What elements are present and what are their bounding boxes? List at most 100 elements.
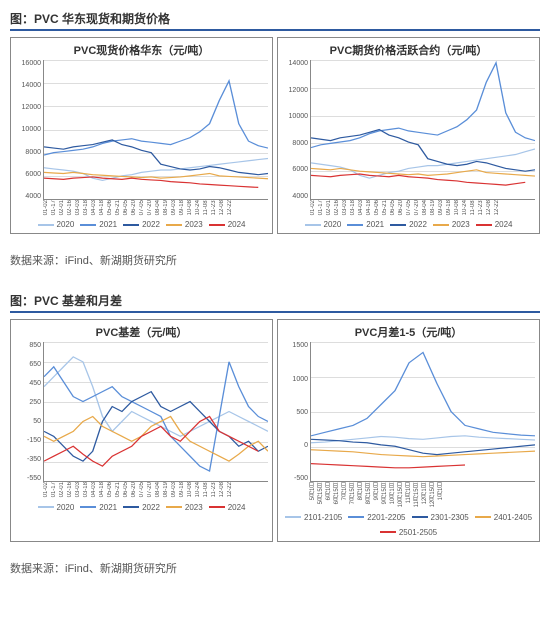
x-tick: 08-19 <box>163 200 171 217</box>
x-tick: 01-17 <box>51 200 59 217</box>
x-tick: 02-16 <box>67 482 75 499</box>
y-tick: 4000 <box>15 193 41 200</box>
canvas <box>310 60 535 200</box>
x-tick: 05-21 <box>382 200 390 217</box>
x-tick: 11-08 <box>203 482 211 499</box>
x-tick: 06-20 <box>131 482 139 499</box>
legend-label: 2021 <box>99 220 117 229</box>
y-tick: -500 <box>282 475 308 482</box>
x-tick: 01-17 <box>318 200 326 217</box>
y-tick: 16000 <box>15 60 41 67</box>
series-line <box>44 177 258 187</box>
legend-item: 2022 <box>123 220 160 229</box>
x-tick: 02-16 <box>67 200 75 217</box>
legend-swatch <box>38 506 54 508</box>
x-tick: 02-01 <box>59 482 67 499</box>
x-tick: 02-01 <box>59 200 67 217</box>
charts-row-1: PVC现货价格华东（元/吨）16000140001200010000800060… <box>10 37 540 234</box>
legend-item: 2021 <box>80 220 117 229</box>
x-tick: 12-08 <box>219 200 227 217</box>
y-axis: 150010005000-500 <box>282 342 310 482</box>
legend-item: 2101-2105 <box>285 513 342 522</box>
legend-label: 2023 <box>452 220 470 229</box>
legend-label: 2022 <box>409 220 427 229</box>
x-tick: 07-20 <box>414 200 422 217</box>
legend-swatch <box>166 224 182 226</box>
x-tick: 07-20 <box>147 200 155 217</box>
line-svg <box>311 342 535 481</box>
x-tick: 01-02 <box>310 200 318 217</box>
y-tick: 6000 <box>15 171 41 178</box>
x-tick: 02-16 <box>334 200 342 217</box>
y-tick: 250 <box>15 399 41 406</box>
series-line <box>311 353 535 436</box>
y-tick: 8000 <box>282 140 308 147</box>
x-tick: 11-23 <box>478 200 486 217</box>
legend-label: 2021 <box>99 503 117 512</box>
series-line <box>311 174 525 185</box>
legend-swatch <box>123 506 139 508</box>
y-tick: -150 <box>15 437 41 444</box>
legend-item: 2201-2205 <box>348 513 405 522</box>
canvas <box>310 342 535 482</box>
legend: 20202021202220232024 <box>15 220 268 229</box>
x-tick: 05-06 <box>374 200 382 217</box>
x-tick: 04-18 <box>366 200 374 217</box>
charts-row-2: PVC基差（元/吨）85065045025050-150-350-55001-0… <box>10 319 540 541</box>
series-line <box>44 417 258 467</box>
legend-label: 2022 <box>142 503 160 512</box>
x-tick: 05-21 <box>115 482 123 499</box>
x-tick: 9月15日 <box>382 482 390 509</box>
x-axis: 5月1日5月15日6月1日6月15日7月1日7月15日8月1日8月15日9月1日… <box>310 482 535 509</box>
x-tick: 05-06 <box>107 482 115 499</box>
y-tick: 10000 <box>282 113 308 120</box>
section-2-title: 图：PVC 基差和月差 <box>10 286 540 311</box>
x-tick: 10-08 <box>187 482 195 499</box>
legend-label: 2020 <box>57 220 75 229</box>
x-tick: 05-21 <box>115 200 123 217</box>
x-tick: 11月1日 <box>406 482 414 509</box>
series-line <box>311 130 535 172</box>
legend-label: 2101-2105 <box>304 513 342 522</box>
series-line <box>311 63 535 148</box>
x-tick: 06-20 <box>131 200 139 217</box>
legend-item: 2020 <box>305 220 342 229</box>
plot-area: 85065045025050-150-350-550 <box>15 342 268 482</box>
x-tick: 09-03 <box>171 200 179 217</box>
legend-label: 2401-2405 <box>494 513 532 522</box>
legend-swatch <box>412 516 428 518</box>
legend-swatch <box>166 506 182 508</box>
legend-label: 2020 <box>324 220 342 229</box>
chart-spread: PVC月差1-5（元/吨）150010005000-5005月1日5月15日6月… <box>277 319 540 541</box>
legend: 20202021202220232024 <box>15 503 268 512</box>
x-tick: 06-20 <box>398 200 406 217</box>
legend-item: 2301-2305 <box>412 513 469 522</box>
x-tick: 01-17 <box>51 482 59 499</box>
canvas <box>43 342 268 482</box>
y-tick: 12000 <box>282 87 308 94</box>
x-tick: 09-18 <box>179 200 187 217</box>
divider <box>10 311 540 313</box>
y-tick: 14000 <box>15 82 41 89</box>
y-axis: 16000140001200010000800060004000 <box>15 60 43 200</box>
x-tick: 07-05 <box>139 200 147 217</box>
x-tick: 8月1日 <box>358 482 366 509</box>
y-tick: 0 <box>282 442 308 449</box>
x-tick: 08-04 <box>155 482 163 499</box>
legend-label: 2023 <box>185 503 203 512</box>
legend-item: 2021 <box>347 220 384 229</box>
legend-item: 2501-2505 <box>380 528 437 537</box>
y-tick: 6000 <box>282 166 308 173</box>
series-line <box>44 81 268 155</box>
x-tick: 7月15日 <box>350 482 358 509</box>
x-tick: 01-02 <box>43 200 51 217</box>
legend-label: 2024 <box>228 503 246 512</box>
chart-basis: PVC基差（元/吨）85065045025050-150-350-55001-0… <box>10 319 273 541</box>
legend-item: 2023 <box>433 220 470 229</box>
legend-swatch <box>433 224 449 226</box>
plot-area: 140001200010000800060004000 <box>282 60 535 200</box>
x-tick: 02-01 <box>326 200 334 217</box>
legend-swatch <box>380 531 396 533</box>
x-tick: 8月15日 <box>366 482 374 509</box>
x-tick: 06-05 <box>390 200 398 217</box>
